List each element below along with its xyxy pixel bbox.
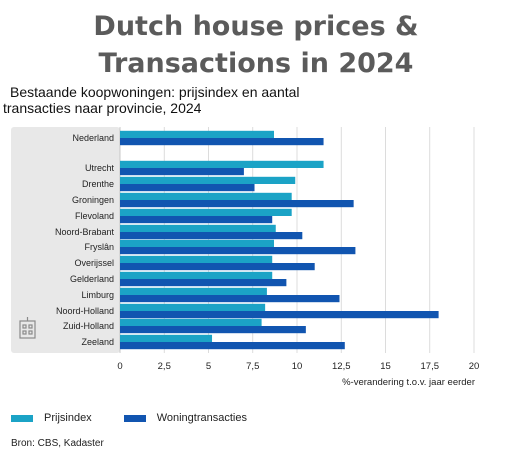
- bar-prijsindex: [120, 160, 324, 168]
- category-label: Fryslân: [84, 242, 114, 252]
- bar-woningtransacties: [120, 295, 340, 303]
- category-label: Utrecht: [85, 163, 115, 173]
- building-icon: [19, 317, 36, 339]
- bar-woningtransacties: [120, 311, 439, 319]
- chart-background-panel: [11, 127, 120, 353]
- bar-woningtransacties: [120, 184, 255, 192]
- bar-prijsindex: [120, 130, 274, 138]
- subtitle-line-2: transacties naar provincie, 2024: [3, 100, 202, 116]
- legend-label-prijsindex: Prijsindex: [44, 412, 92, 424]
- bar-prijsindex: [120, 271, 273, 279]
- title-line-1: Dutch house prices &: [93, 11, 419, 42]
- legend-swatch-prijsindex: [11, 414, 33, 422]
- x-tick-label: 20: [469, 361, 480, 372]
- legend-item-prijsindex: Prijsindex: [11, 412, 92, 424]
- category-label: Drenthe: [82, 179, 114, 189]
- bar-prijsindex: [120, 239, 274, 247]
- bar-woningtransacties: [120, 263, 315, 271]
- x-tick-label: 5: [206, 361, 211, 372]
- chart-subtitle: Bestaande koopwoningen: prijsindex en aa…: [3, 84, 403, 116]
- bar-prijsindex: [120, 192, 292, 200]
- bar-prijsindex: [120, 255, 273, 263]
- bar-prijsindex: [120, 334, 213, 342]
- bar-woningtransacties: [120, 168, 244, 176]
- subtitle-line-1: Bestaande koopwoningen: prijsindex en aa…: [10, 84, 300, 100]
- source-note: Bron: CBS, Kadaster: [11, 438, 104, 449]
- bar-woningtransacties: [120, 279, 287, 287]
- category-label: Zuid-Holland: [63, 321, 114, 331]
- x-tick-label: 17,5: [421, 361, 440, 372]
- category-label: Overijssel: [74, 258, 114, 268]
- bar-prijsindex: [120, 208, 292, 216]
- category-label: Nederland: [72, 133, 114, 143]
- bar-woningtransacties: [120, 342, 345, 350]
- bar-prijsindex: [120, 287, 267, 295]
- x-tick-labels: 0 2,5 5 7,5 10 12,5 15 17,5 20: [117, 361, 479, 372]
- x-tick-label: 12,5: [332, 361, 351, 372]
- bar-woningtransacties: [120, 200, 354, 208]
- bar-woningtransacties: [120, 247, 356, 255]
- category-label: Noord-Holland: [56, 306, 114, 316]
- title-line-2: Transactions in 2024: [98, 48, 414, 79]
- category-label: Gelderland: [70, 274, 114, 284]
- bar-prijsindex: [120, 224, 276, 232]
- bar-chart: Nederland Utrecht Drenthe Groningen Flevolan…: [11, 127, 479, 388]
- category-label: Groningen: [72, 195, 114, 205]
- bar-woningtransacties: [120, 138, 324, 146]
- legend-label-woningtransacties: Woningtransacties: [156, 412, 247, 424]
- bar-prijsindex: [120, 303, 266, 311]
- legend-item-woningtransacties: Woningtransacties: [123, 412, 247, 424]
- bar-prijsindex: [120, 318, 262, 326]
- bar-prijsindex: [120, 176, 296, 184]
- x-axis-label: %-verandering t.o.v. jaar eerder: [342, 377, 475, 388]
- category-label: Zeeland: [81, 337, 114, 347]
- bar-woningtransacties: [120, 232, 303, 240]
- legend-swatch-woningtransacties: [123, 414, 146, 422]
- x-tick-label: 0: [117, 361, 122, 372]
- x-tick-label: 7,5: [246, 361, 259, 372]
- x-tick-label: 10: [292, 361, 303, 372]
- legend: Prijsindex Woningtransacties: [11, 412, 279, 424]
- x-tick-label: 15: [380, 361, 391, 372]
- bar-woningtransacties: [120, 326, 306, 334]
- category-label: Limburg: [81, 290, 114, 300]
- chart-title: Dutch house prices & Transactions in 202…: [0, 8, 512, 82]
- category-label: Flevoland: [75, 211, 114, 221]
- x-tick-label: 2,5: [158, 361, 171, 372]
- bar-woningtransacties: [120, 216, 273, 224]
- bars: [120, 130, 439, 350]
- category-labels: Nederland Utrecht Drenthe Groningen Flevolan…: [55, 133, 115, 347]
- category-label: Noord-Brabant: [55, 227, 115, 237]
